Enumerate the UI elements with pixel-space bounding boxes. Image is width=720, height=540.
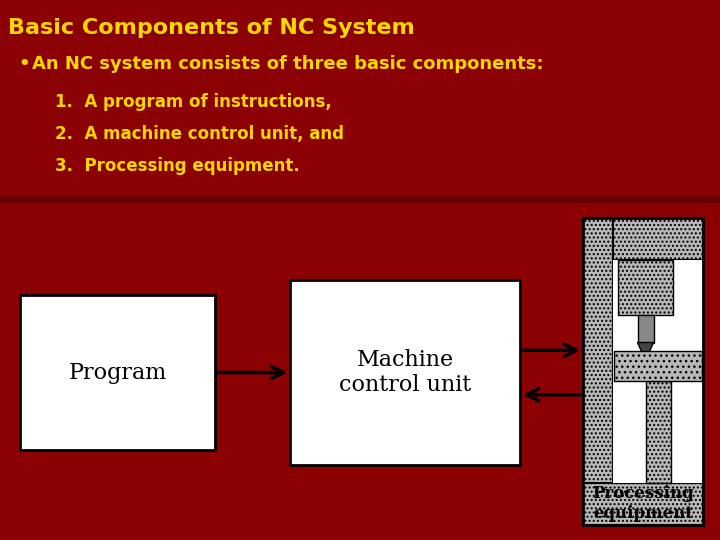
Bar [614,351,702,381]
Bar [613,260,703,483]
Text: Processing
equipment: Processing equipment [592,485,694,522]
Bar [637,314,654,342]
Bar [618,260,673,314]
Bar [0,194,720,202]
Text: An NC system consists of three basic components:: An NC system consists of three basic com… [32,55,544,73]
Bar [290,280,520,465]
Bar [583,218,613,525]
Text: Basic Components of NC System: Basic Components of NC System [8,18,415,38]
Text: Machine
control unit: Machine control unit [339,349,471,396]
Bar [583,483,703,525]
Text: 1.  A program of instructions,: 1. A program of instructions, [55,93,332,111]
Bar [583,218,703,525]
Text: •: • [18,55,30,73]
Bar [20,295,215,450]
Bar [646,381,670,483]
Bar [644,361,647,373]
Text: Program: Program [68,361,166,383]
Text: 3.  Processing equipment.: 3. Processing equipment. [55,157,300,175]
Polygon shape [637,342,654,361]
Text: 2.  A machine control unit, and: 2. A machine control unit, and [55,125,344,143]
Bar [583,218,703,260]
